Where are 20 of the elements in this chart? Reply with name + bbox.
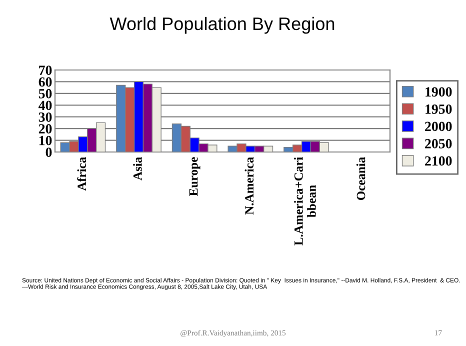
legend-label: 2100 [425, 156, 452, 166]
y-tick-label: 50 [38, 89, 52, 98]
x-tick-label: N.America [244, 157, 254, 215]
y-tick-label: 60 [38, 77, 52, 87]
y-tick-label: 10 [39, 136, 52, 146]
y-tick-label: 0 [46, 148, 52, 157]
x-tick-label: Asia [133, 157, 142, 180]
legend-label: 1900 [426, 87, 452, 97]
legend-label: 2050 [425, 139, 452, 148]
y-tick-label: 70 [39, 66, 52, 75]
legend-label: 1950 [426, 104, 452, 114]
x-tick-label: L.America+Cari bbean [294, 157, 316, 246]
x-tick-label: Africa [77, 157, 86, 191]
x-tick-label: Europe [189, 157, 200, 196]
y-tick-label: 40 [38, 100, 52, 110]
legend-label: 2000 [425, 122, 452, 132]
y-tick-label: 30 [38, 112, 52, 122]
x-tick-label: Oceania [356, 157, 366, 200]
y-tick-label: 20 [38, 124, 52, 134]
chart-title: World Population By Region [110, 16, 334, 34]
